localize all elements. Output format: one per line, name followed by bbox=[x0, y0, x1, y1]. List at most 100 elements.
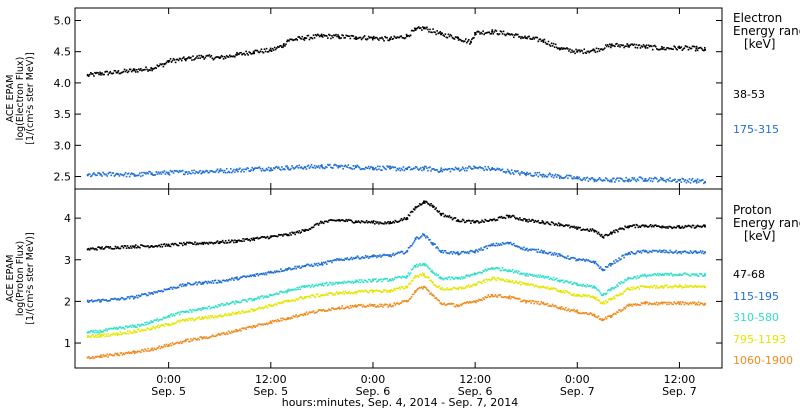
scatter-dot bbox=[368, 37, 371, 39]
scatter-dot bbox=[541, 175, 544, 178]
scatter-dot bbox=[315, 34, 318, 37]
scatter-dot bbox=[515, 245, 517, 248]
scatter-dot bbox=[469, 220, 471, 222]
scatter-dot bbox=[444, 288, 447, 291]
scatter-dot bbox=[264, 50, 267, 53]
scatter-dot bbox=[143, 329, 145, 331]
scatter-dot bbox=[300, 166, 303, 168]
scatter-dot bbox=[152, 321, 154, 323]
scatter-dot bbox=[594, 179, 597, 181]
scatter-dot bbox=[163, 325, 166, 328]
scatter-dot bbox=[519, 173, 521, 176]
scatter-dot bbox=[306, 313, 309, 316]
scatter-dot bbox=[173, 322, 176, 325]
scatter-dot bbox=[634, 303, 637, 305]
scatter-dot bbox=[627, 253, 629, 256]
scatter-dot bbox=[395, 252, 398, 255]
scatter-dot bbox=[492, 168, 495, 170]
scatter-dot bbox=[573, 292, 575, 295]
scatter-dot bbox=[387, 280, 389, 282]
scatter-dot bbox=[697, 47, 700, 49]
scatter-dot bbox=[526, 171, 528, 174]
scatter-dot bbox=[386, 303, 388, 306]
scatter-dot bbox=[566, 280, 568, 282]
scatter-dot bbox=[486, 279, 489, 281]
scatter-dot bbox=[576, 228, 578, 230]
scatter-dot bbox=[678, 251, 681, 253]
scatter-dot bbox=[224, 303, 227, 306]
scatter-dot bbox=[163, 63, 166, 65]
scatter-dot bbox=[362, 36, 365, 38]
scatter-dot bbox=[537, 248, 540, 251]
scatter-dot bbox=[619, 46, 621, 48]
scatter-dot bbox=[577, 295, 579, 297]
scatter-dot bbox=[425, 200, 427, 203]
scatter-dot bbox=[607, 45, 610, 48]
scatter-dot bbox=[385, 254, 387, 256]
x-tick-label-time: 0:00 bbox=[156, 373, 181, 386]
scatter-dot bbox=[400, 217, 403, 220]
scatter-dot bbox=[486, 31, 489, 34]
scatter-dot bbox=[170, 323, 173, 326]
scatter-dot bbox=[499, 30, 502, 32]
scatter-dot bbox=[284, 291, 286, 293]
scatter-dot bbox=[335, 308, 337, 310]
scatter-dot bbox=[209, 314, 212, 317]
scatter-dot bbox=[283, 291, 285, 294]
scatter-dot bbox=[262, 272, 265, 275]
scatter-dot bbox=[314, 33, 317, 36]
scatter-dot bbox=[149, 328, 151, 331]
scatter-dot bbox=[199, 281, 201, 284]
scatter-dot bbox=[87, 247, 90, 250]
scatter-dot bbox=[399, 169, 402, 172]
scatter-dot bbox=[439, 302, 442, 305]
scatter-dot bbox=[195, 57, 197, 59]
scatter-dot bbox=[181, 169, 184, 172]
scatter-dot bbox=[689, 301, 692, 304]
scatter-dot bbox=[569, 174, 571, 177]
data-point bbox=[678, 46, 681, 49]
scatter-dot bbox=[190, 242, 192, 244]
scatter-dot bbox=[566, 257, 568, 260]
scatter-dot bbox=[581, 295, 584, 298]
scatter-dot bbox=[205, 316, 208, 319]
scatter-dot bbox=[451, 253, 454, 255]
scatter-dot bbox=[434, 208, 436, 211]
scatter-dot bbox=[412, 241, 415, 244]
scatter-dot bbox=[222, 171, 225, 174]
scatter-dot bbox=[599, 178, 602, 181]
scatter-dot bbox=[177, 311, 180, 314]
scatter-dot bbox=[231, 55, 233, 58]
data-point bbox=[703, 48, 706, 51]
scatter-dot bbox=[351, 280, 354, 283]
scatter-dot bbox=[683, 47, 686, 49]
scatter-dot bbox=[216, 333, 219, 336]
scatter-dot bbox=[253, 299, 256, 302]
scatter-dot bbox=[375, 306, 377, 308]
scatter-dot bbox=[409, 282, 412, 285]
scatter-dot bbox=[448, 276, 451, 278]
scatter-dot bbox=[603, 302, 606, 305]
scatter-dot bbox=[155, 245, 158, 247]
scatter-dot bbox=[459, 39, 462, 41]
scatter-dot bbox=[322, 34, 325, 36]
scatter-dot bbox=[426, 201, 428, 203]
scatter-dot bbox=[546, 252, 549, 255]
scatter-dot bbox=[228, 303, 231, 305]
scatter-dot bbox=[584, 51, 587, 54]
scatter-dot bbox=[610, 316, 612, 319]
scatter-dot bbox=[700, 252, 703, 254]
scatter-dot bbox=[136, 294, 138, 297]
scatter-dot bbox=[243, 240, 245, 242]
scatter-dot bbox=[675, 181, 677, 183]
legend-title: [keV] bbox=[744, 37, 775, 51]
scatter-dot bbox=[636, 303, 639, 306]
scatter-dot bbox=[341, 259, 343, 261]
scatter-dot bbox=[641, 249, 644, 252]
scatter-dot bbox=[336, 219, 338, 222]
scatter-dot bbox=[97, 299, 99, 301]
scatter-dot bbox=[191, 339, 193, 342]
scatter-dot bbox=[281, 319, 283, 322]
scatter-dot bbox=[338, 165, 340, 167]
scatter-dot bbox=[435, 207, 437, 209]
